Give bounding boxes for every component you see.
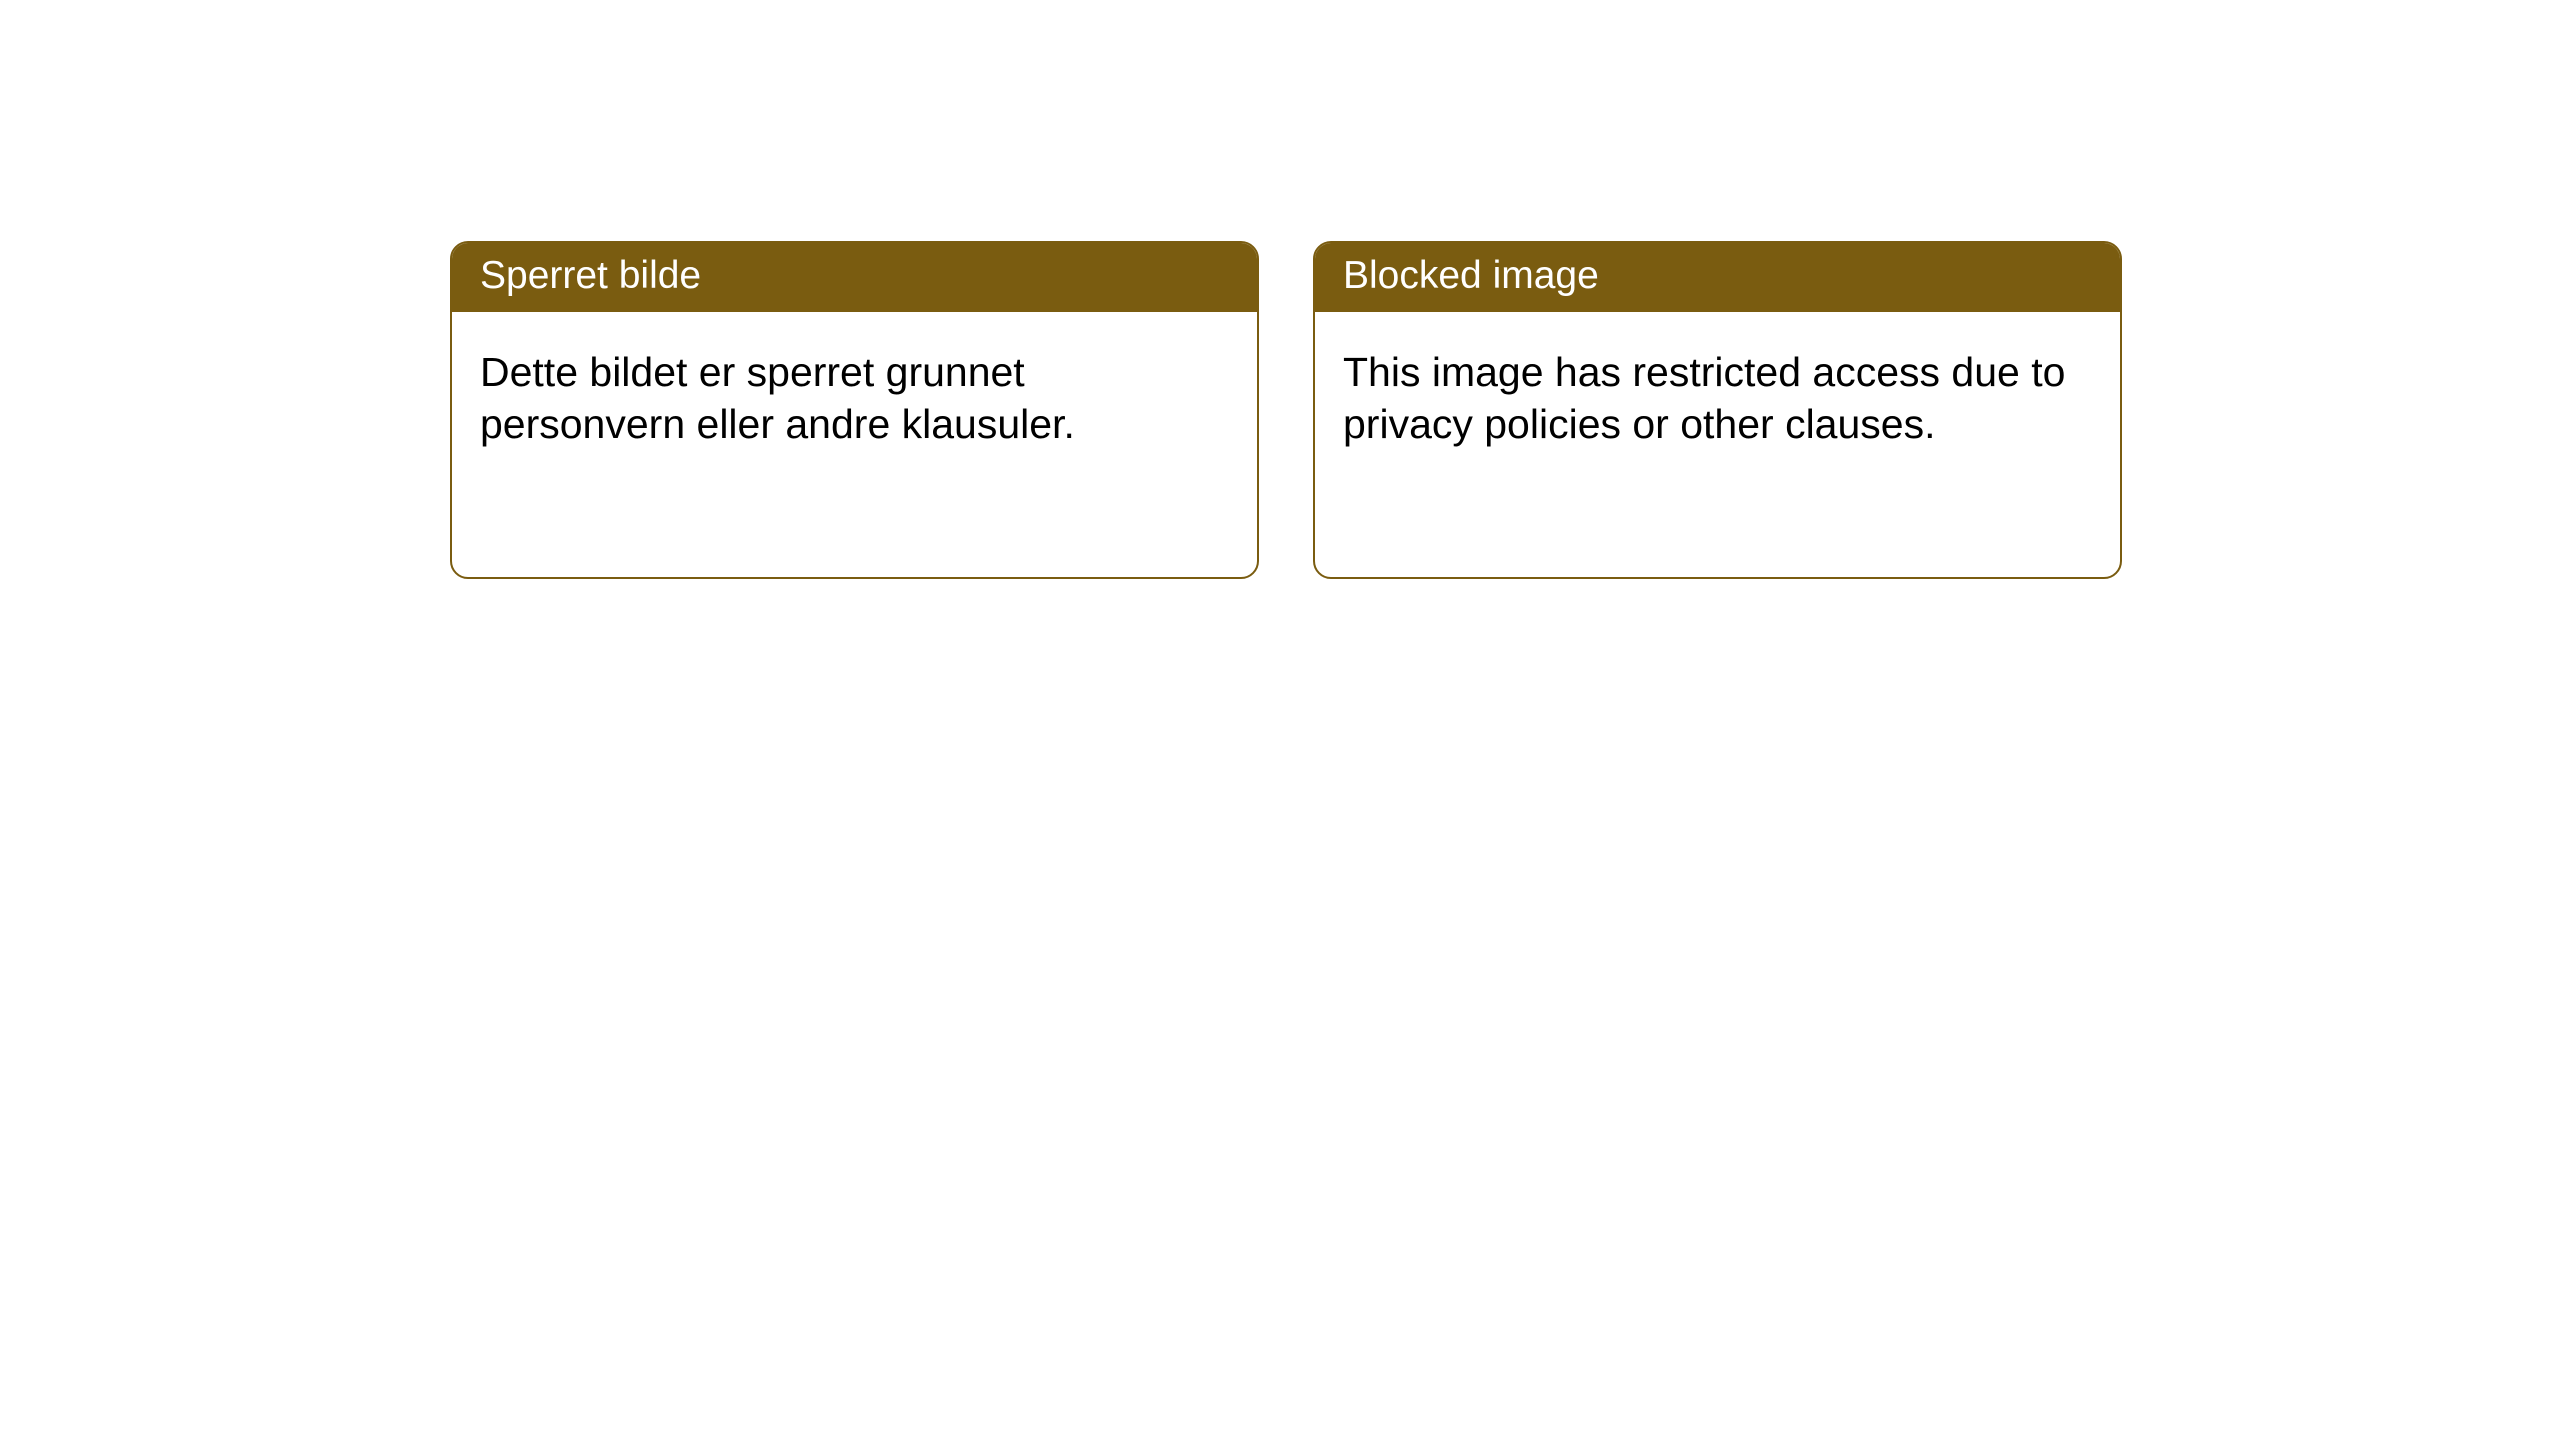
card-header: Sperret bilde xyxy=(452,243,1257,312)
card-body: This image has restricted access due to … xyxy=(1315,312,2120,479)
cards-container: Sperret bilde Dette bildet er sperret gr… xyxy=(450,241,2122,579)
card-header: Blocked image xyxy=(1315,243,2120,312)
blocked-image-card-english: Blocked image This image has restricted … xyxy=(1313,241,2122,579)
blocked-image-card-norwegian: Sperret bilde Dette bildet er sperret gr… xyxy=(450,241,1259,579)
card-body: Dette bildet er sperret grunnet personve… xyxy=(452,312,1257,479)
